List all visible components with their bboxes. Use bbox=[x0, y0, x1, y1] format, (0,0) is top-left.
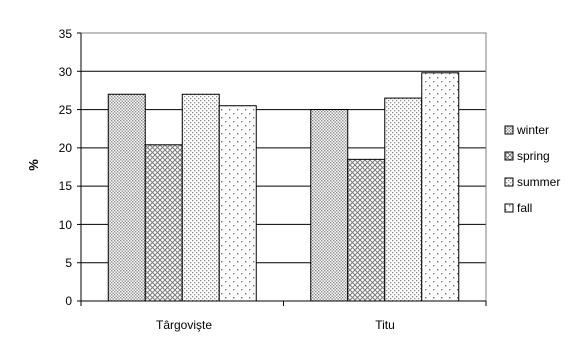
y-tick-label: 15 bbox=[59, 179, 73, 193]
bar-winter-0 bbox=[107, 93, 146, 302]
bar-spring-0 bbox=[144, 144, 183, 302]
bars bbox=[107, 72, 460, 302]
x-category-label: Titu bbox=[375, 318, 395, 332]
y-axis-label: % bbox=[26, 159, 41, 171]
legend: winter spring summer fall bbox=[504, 123, 560, 215]
bar-spring-1 bbox=[347, 158, 386, 302]
y-tick-labels: 0 5 10 15 20 25 30 35 bbox=[59, 27, 73, 308]
bar-summer-0 bbox=[181, 93, 220, 302]
y-tick-label: 30 bbox=[59, 65, 73, 79]
legend-label: spring bbox=[517, 149, 550, 163]
legend-swatch-fall bbox=[504, 203, 514, 213]
legend-swatch-summer bbox=[504, 177, 514, 187]
y-tick-label: 10 bbox=[59, 218, 73, 232]
bar-fall-0 bbox=[218, 105, 257, 302]
legend-label: winter bbox=[516, 123, 549, 137]
bar-winter-1 bbox=[310, 109, 349, 302]
legend-label: summer bbox=[517, 175, 560, 189]
y-tick-label: 5 bbox=[65, 256, 72, 270]
axes bbox=[77, 32, 487, 306]
legend-swatch-winter bbox=[504, 125, 514, 135]
x-tick-labels: Târgovişte Titu bbox=[156, 318, 395, 332]
x-category-label: Târgovişte bbox=[156, 318, 212, 332]
legend-swatch-spring bbox=[504, 151, 514, 161]
bar-summer-1 bbox=[384, 97, 423, 302]
y-tick-label: 25 bbox=[59, 103, 73, 117]
y-tick-label: 0 bbox=[65, 294, 72, 308]
y-tick-label: 20 bbox=[59, 141, 73, 155]
legend-label: fall bbox=[517, 201, 532, 215]
y-tick-label: 35 bbox=[59, 27, 73, 41]
bar-fall-1 bbox=[421, 72, 460, 302]
